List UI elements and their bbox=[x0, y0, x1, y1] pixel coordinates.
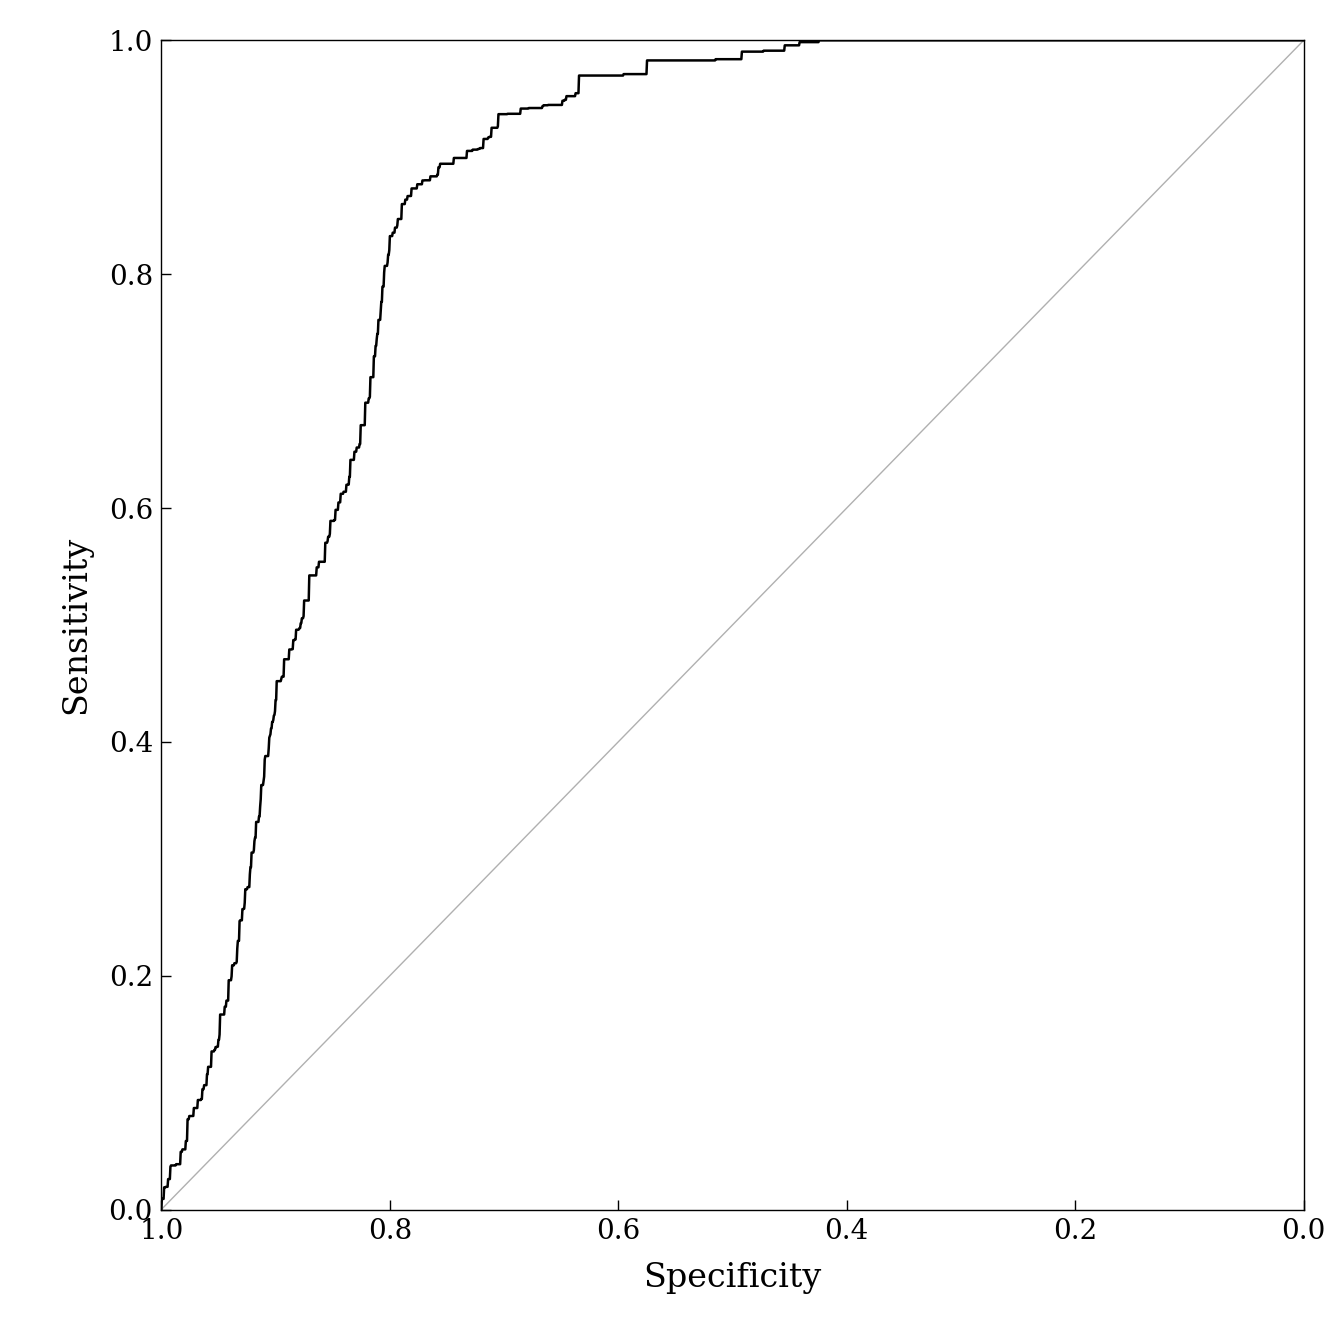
Y-axis label: Sensitivity: Sensitivity bbox=[60, 536, 91, 714]
X-axis label: Specificity: Specificity bbox=[644, 1262, 821, 1293]
